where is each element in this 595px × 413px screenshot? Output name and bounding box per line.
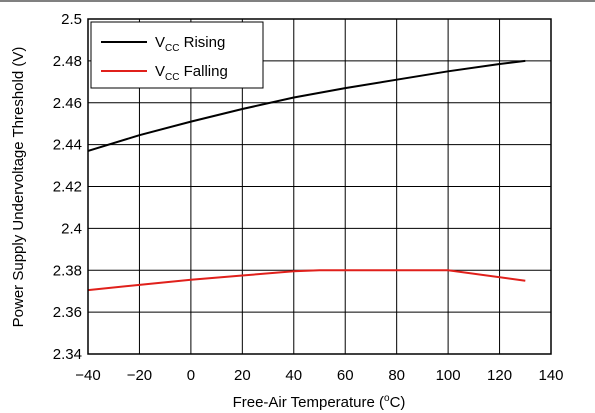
series-line-vcc-falling [87,269,526,292]
y-tick-label: 2.42 [53,179,82,196]
legend-label-vcc-rising: VCC Rising [155,34,225,54]
y-tick-label: 2.48 [53,53,82,70]
x-tick-label: 60 [337,367,354,384]
x-tick-label: −40 [75,367,100,384]
y-tick-label: 2.36 [53,304,82,321]
y-tick-label: 2.44 [53,137,82,154]
y-tick-label: 2.34 [53,346,82,363]
x-tick-label: 120 [487,367,512,384]
series-line-vcc-rising [87,59,526,152]
x-tick-label: 0 [187,367,195,384]
y-tick-label: 2.38 [53,262,82,279]
x-tick-label: 140 [538,367,563,384]
x-tick-labels: −40 −20 0 20 40 60 80 100 120 140 [75,367,563,384]
series-lines [87,59,526,292]
grid [88,19,551,354]
x-tick-label: 40 [285,367,302,384]
x-tick-label: 100 [436,367,461,384]
y-axis-label: Power Supply Undervoltage Threshold (V) [10,47,27,328]
legend: VCC Rising VCC Falling [90,21,264,89]
x-axis-label: Free-Air Temperature (oC) [233,393,406,411]
y-tick-labels: 2.34 2.36 2.38 2.4 2.42 2.44 2.46 2.48 2.5 [53,11,82,363]
x-axis-label-superscript: o [384,393,390,404]
x-tick-label: 20 [234,367,251,384]
y-tick-label: 2.5 [61,11,82,28]
legend-label-vcc-falling: VCC Falling [155,63,228,83]
legend-box [90,21,264,89]
y-tick-label: 2.4 [61,220,82,237]
x-tick-label: −20 [127,367,152,384]
y-tick-label: 2.46 [53,95,82,112]
plot-frame [87,18,552,355]
x-tick-label: 80 [388,367,405,384]
